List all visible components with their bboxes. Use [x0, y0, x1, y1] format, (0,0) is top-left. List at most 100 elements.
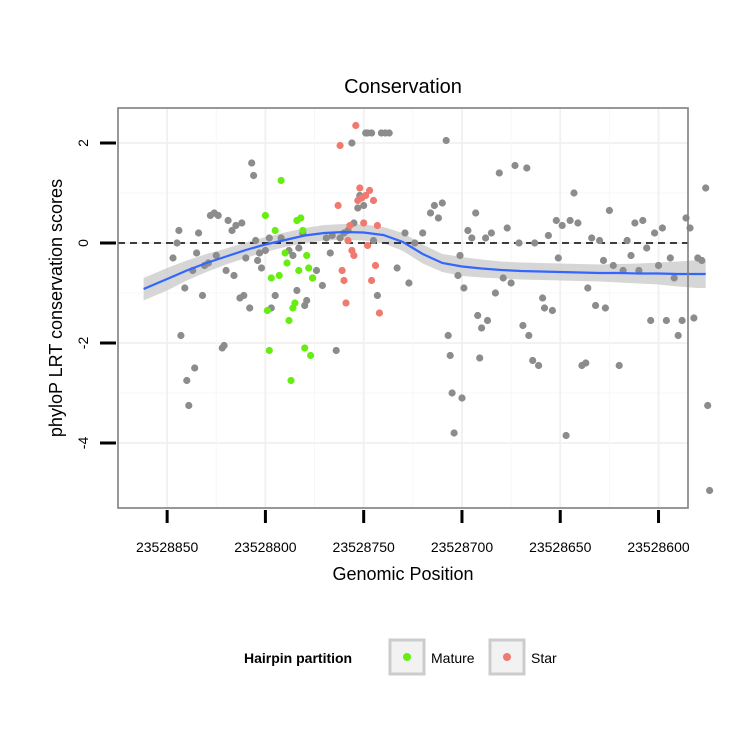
point-other — [401, 229, 409, 237]
point-other — [212, 251, 220, 260]
point-other — [232, 221, 240, 230]
point-other — [651, 229, 659, 237]
point-other — [458, 394, 466, 402]
point-other — [674, 331, 682, 340]
y-axis: -4 -2 0 2 — [75, 139, 116, 449]
point-other — [240, 291, 248, 300]
point-other — [627, 251, 635, 260]
point-other — [430, 201, 438, 210]
point-other — [499, 274, 507, 282]
point-star — [356, 184, 364, 192]
point-other — [704, 401, 712, 410]
point-other — [360, 201, 368, 210]
point-other — [592, 301, 600, 310]
point-other — [599, 256, 608, 265]
point-other — [295, 244, 303, 252]
point-other — [322, 234, 330, 242]
point-other — [566, 216, 574, 225]
point-other — [584, 284, 592, 292]
point-other — [662, 316, 671, 325]
point-other — [487, 229, 495, 237]
point-mature — [301, 344, 309, 352]
point-other — [326, 249, 334, 257]
point-star — [334, 201, 342, 210]
smooth-trend-line — [143, 230, 706, 291]
point-star — [350, 251, 358, 260]
point-star — [352, 121, 360, 130]
point-other — [596, 236, 604, 245]
point-star — [340, 276, 348, 285]
point-star — [338, 266, 346, 275]
point-star — [371, 261, 380, 270]
confidence-band-area — [143, 224, 706, 301]
point-other — [529, 356, 537, 365]
point-star — [369, 196, 378, 205]
point-other — [531, 239, 539, 247]
point-other — [265, 234, 273, 242]
point-other — [393, 264, 401, 272]
point-other — [220, 341, 228, 350]
point-other — [503, 224, 511, 232]
point-other — [511, 161, 519, 170]
point-other — [336, 234, 344, 242]
point-other — [658, 224, 667, 232]
point-other — [562, 431, 570, 440]
point-other — [224, 216, 232, 225]
point-mature — [287, 376, 295, 385]
point-mature — [295, 266, 303, 275]
point-other — [255, 249, 264, 257]
point-other — [615, 361, 623, 370]
point-other — [303, 296, 311, 305]
point-mature — [309, 274, 317, 282]
point-other — [552, 216, 560, 225]
point-star — [375, 309, 383, 317]
point-other — [173, 239, 181, 247]
point-other — [491, 289, 499, 297]
point-mature — [305, 264, 313, 272]
point-other — [706, 486, 714, 495]
point-other — [483, 316, 492, 325]
point-other — [368, 129, 376, 137]
point-other — [476, 354, 484, 362]
point-mature — [263, 306, 271, 315]
x-tick-label: 23528750 — [333, 539, 396, 555]
point-other — [444, 331, 452, 340]
y-tick-label: 0 — [75, 239, 91, 247]
point-other — [254, 256, 262, 265]
point-mature — [267, 274, 275, 282]
point-other — [385, 129, 393, 137]
point-other — [250, 171, 258, 180]
legend-key-mature — [388, 638, 426, 676]
point-other — [193, 249, 201, 257]
x-tick-label: 23528600 — [627, 539, 690, 555]
point-mature — [297, 214, 305, 222]
point-other — [369, 236, 378, 245]
plot-panel — [118, 108, 688, 508]
point-other — [554, 254, 562, 262]
point-mature — [285, 316, 293, 325]
x-tick-label: 23528700 — [431, 539, 494, 555]
y-tick-label: -4 — [75, 437, 91, 450]
point-mature — [283, 259, 291, 267]
point-other — [438, 199, 446, 207]
point-other — [609, 261, 617, 270]
point-other — [289, 251, 297, 260]
point-other — [450, 429, 458, 437]
point-mature — [261, 211, 269, 220]
point-other — [195, 229, 203, 237]
point-other — [540, 304, 549, 312]
point-star — [368, 276, 376, 285]
point-other — [464, 226, 472, 235]
point-other — [654, 261, 663, 270]
point-other — [252, 236, 260, 245]
point-other — [539, 294, 547, 302]
point-other — [588, 234, 596, 242]
point-other — [643, 244, 651, 252]
y-axis-label: phyloP LRT conservation scores — [46, 179, 66, 437]
point-other — [678, 316, 686, 325]
confidence-band — [143, 224, 706, 301]
legend-dot-mature — [403, 653, 411, 661]
chart-title: Conservation — [344, 76, 462, 98]
legend-dot-star — [503, 653, 511, 661]
